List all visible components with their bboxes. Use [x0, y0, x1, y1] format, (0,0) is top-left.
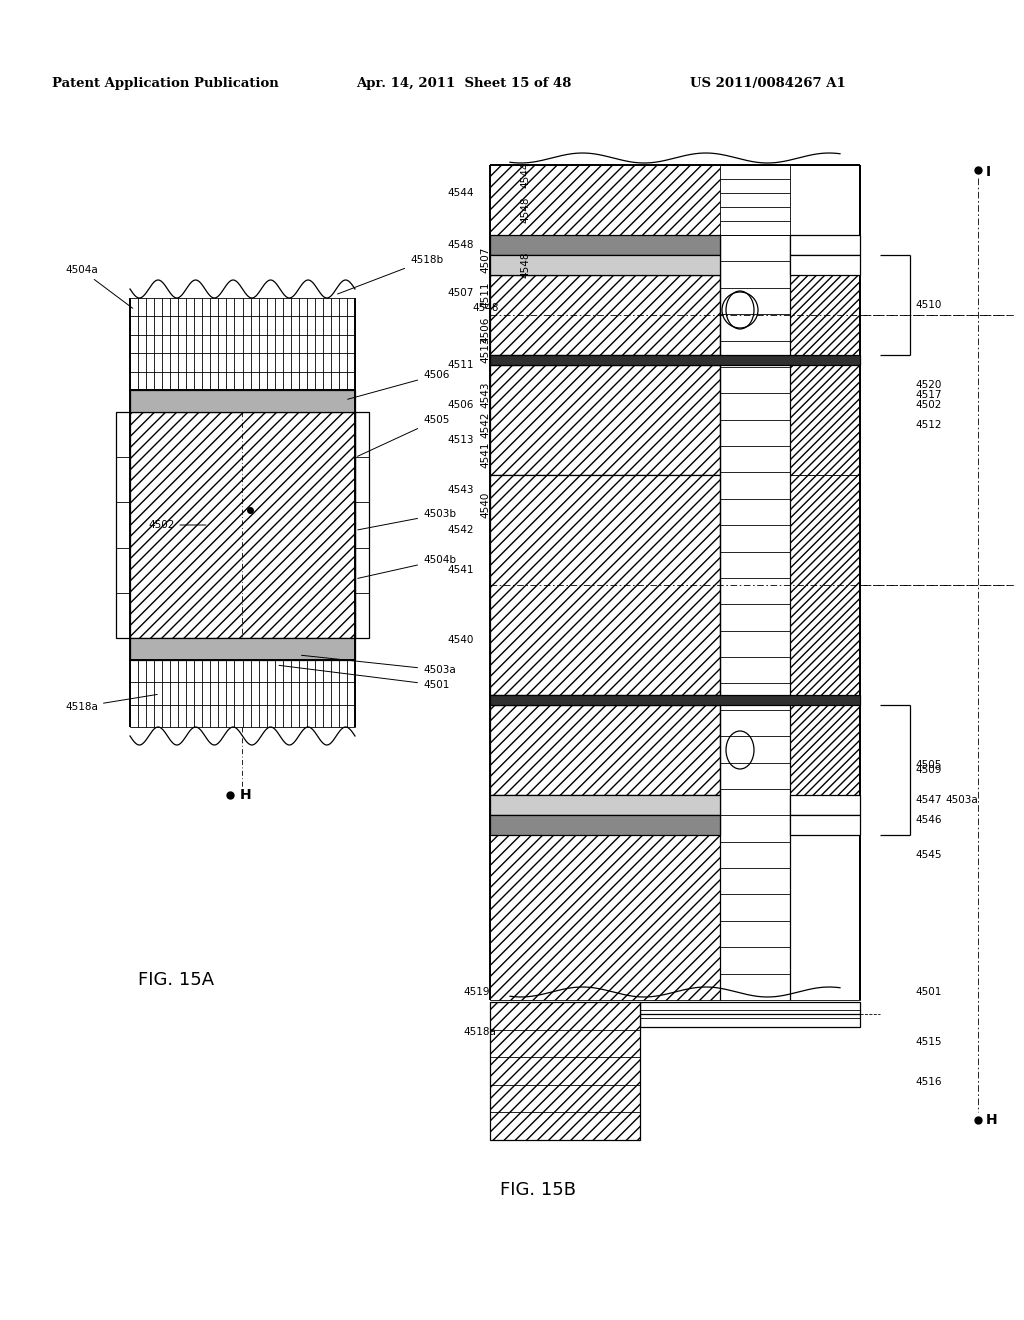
Bar: [130, 638, 355, 660]
Bar: [790, 235, 860, 255]
Text: 4541: 4541: [447, 565, 473, 576]
Text: 4506: 4506: [480, 317, 490, 343]
Text: Patent Application Publication: Patent Application Publication: [52, 78, 279, 91]
Bar: [490, 235, 720, 255]
Text: 4504a: 4504a: [66, 265, 133, 309]
Text: 4548: 4548: [472, 304, 499, 313]
Bar: [790, 475, 860, 696]
Text: 4517: 4517: [915, 389, 941, 400]
Bar: [490, 165, 720, 235]
Text: 4515: 4515: [915, 1038, 941, 1047]
Text: 4505: 4505: [915, 760, 941, 770]
Text: 4518b: 4518b: [338, 255, 443, 294]
Text: 4506: 4506: [447, 400, 473, 411]
Bar: [490, 1002, 640, 1140]
Text: 4547: 4547: [915, 795, 941, 805]
Bar: [790, 836, 860, 1001]
Text: 4518a: 4518a: [66, 694, 158, 711]
Text: 4520: 4520: [915, 380, 941, 389]
Text: 4541: 4541: [480, 442, 490, 469]
Bar: [355, 412, 369, 638]
Text: US 2011/0084267 A1: US 2011/0084267 A1: [690, 78, 846, 91]
Bar: [790, 165, 860, 235]
Text: 4519: 4519: [463, 987, 489, 997]
Bar: [490, 814, 720, 836]
Text: 4507: 4507: [447, 288, 473, 298]
Text: 4543: 4543: [480, 381, 490, 408]
Bar: [490, 355, 860, 366]
Text: 4513: 4513: [447, 436, 473, 445]
Bar: [490, 836, 720, 1001]
Text: 4540: 4540: [480, 492, 490, 519]
Text: 4548: 4548: [520, 197, 530, 223]
Bar: [790, 814, 860, 836]
Text: 4501: 4501: [279, 665, 450, 690]
Bar: [790, 795, 860, 814]
Bar: [490, 705, 720, 795]
Text: 4511: 4511: [480, 281, 490, 309]
Bar: [790, 366, 860, 475]
Text: FIG. 15A: FIG. 15A: [138, 972, 214, 989]
Text: 4518a: 4518a: [463, 1027, 496, 1038]
Text: 4511: 4511: [447, 360, 473, 370]
Text: H: H: [240, 788, 252, 803]
Text: 4513: 4513: [480, 337, 490, 363]
Bar: [130, 389, 355, 412]
Bar: [490, 275, 720, 355]
Text: 4542: 4542: [447, 525, 473, 535]
Text: 4544: 4544: [447, 187, 473, 198]
Text: 4502: 4502: [148, 520, 206, 531]
Bar: [116, 412, 130, 638]
Text: 4516: 4516: [915, 1077, 941, 1086]
Text: 4548: 4548: [520, 252, 530, 279]
Text: 4504b: 4504b: [357, 556, 456, 578]
Bar: [490, 255, 720, 275]
Text: 4505: 4505: [357, 414, 450, 457]
Text: 4506: 4506: [348, 370, 450, 399]
Bar: [640, 1002, 860, 1027]
Text: H: H: [986, 1113, 997, 1127]
Text: 4546: 4546: [915, 814, 941, 825]
Text: 4503a: 4503a: [945, 795, 978, 805]
Text: 4540: 4540: [447, 635, 473, 645]
Bar: [130, 412, 355, 638]
Text: 4509: 4509: [915, 766, 941, 775]
Text: Apr. 14, 2011  Sheet 15 of 48: Apr. 14, 2011 Sheet 15 of 48: [356, 78, 571, 91]
Bar: [490, 475, 720, 696]
Bar: [490, 795, 720, 814]
Text: 4542: 4542: [480, 412, 490, 438]
Bar: [790, 255, 860, 275]
Text: 4512: 4512: [915, 420, 941, 430]
Bar: [130, 389, 355, 660]
Text: 4507: 4507: [480, 247, 490, 273]
Text: 4543: 4543: [447, 484, 473, 495]
Text: 4548: 4548: [447, 240, 473, 249]
Text: 4503b: 4503b: [357, 510, 456, 529]
Text: I: I: [986, 165, 991, 180]
Text: 4503a: 4503a: [301, 655, 456, 675]
Bar: [490, 696, 860, 705]
Text: 4510: 4510: [915, 300, 941, 310]
Bar: [790, 705, 860, 795]
Text: 4545: 4545: [915, 850, 941, 861]
Bar: [790, 275, 860, 355]
Text: 4501: 4501: [915, 987, 941, 997]
Text: FIG. 15B: FIG. 15B: [500, 1181, 575, 1199]
Text: 4544: 4544: [520, 162, 530, 189]
Bar: [490, 366, 720, 475]
Text: 4502: 4502: [915, 400, 941, 411]
